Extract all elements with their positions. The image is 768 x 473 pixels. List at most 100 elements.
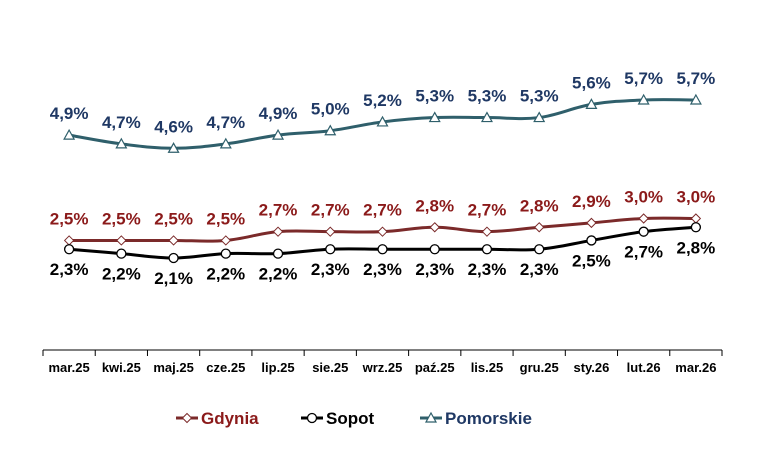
data-point-circle: [638, 226, 649, 237]
data-point-triangle: [167, 142, 180, 153]
data-label: 2,7%: [624, 243, 663, 262]
x-tick-label: mar.25: [49, 360, 90, 375]
data-label: 2,7%: [259, 201, 298, 220]
data-label: 2,7%: [311, 201, 350, 220]
data-point-circle: [586, 235, 597, 246]
data-point-diamond: [377, 226, 388, 237]
x-tick-labels: mar.25 kwi.25 maj.25 cze.25 lip.25 sie.25 wrz.…: [49, 360, 717, 375]
x-tick-label: sty.26: [573, 360, 609, 375]
data-labels: 2,5% 2,5% 2,5% 2,5% 2,7% 2,7% 2,7% 2,8% 2,7% 2,8%…: [50, 69, 716, 288]
legend-item-gdynia: Gdynia: [176, 409, 259, 428]
data-label: 2,3%: [520, 260, 559, 279]
data-label: 5,0%: [311, 100, 350, 119]
data-point-triangle: [376, 115, 389, 127]
data-label: 2,3%: [415, 260, 454, 279]
x-tick-label: paź.25: [415, 360, 455, 375]
data-point-diamond: [638, 213, 649, 224]
data-point-circle: [325, 244, 336, 255]
data-point-triangle: [424, 411, 438, 423]
x-tick-label: kwi.25: [102, 360, 141, 375]
data-point-triangle: [63, 128, 76, 140]
data-label: 2,9%: [572, 192, 611, 211]
data-point-triangle: [115, 137, 128, 149]
data-point-triangle: [637, 93, 650, 105]
data-label: 2,3%: [363, 260, 402, 279]
data-point-diamond: [325, 226, 336, 237]
data-label: 3,0%: [624, 188, 663, 207]
data-label: 2,2%: [102, 265, 141, 284]
data-point-triangle: [689, 93, 702, 105]
data-point-circle: [272, 248, 284, 259]
data-point-circle: [220, 248, 231, 259]
data-label: 4,7%: [206, 113, 245, 132]
data-label: 2,5%: [154, 209, 193, 228]
data-point-diamond: [481, 226, 493, 237]
data-point-diamond: [220, 235, 232, 246]
data-point-circle: [429, 244, 440, 255]
data-label: 2,7%: [363, 201, 402, 220]
legend-label: Pomorskie: [445, 409, 532, 428]
data-point-triangle: [480, 111, 493, 123]
data-point-triangle: [428, 111, 441, 123]
data-label: 3,0%: [677, 188, 716, 207]
data-point-diamond: [63, 235, 75, 246]
x-tick-label: cze.25: [206, 360, 245, 375]
data-point-circle: [63, 244, 75, 255]
data-point-circle: [534, 244, 545, 255]
x-tick-label: wrz.25: [362, 360, 403, 375]
series-pomorskie: [63, 93, 702, 153]
data-point-circle: [690, 222, 702, 233]
x-tick-label: mar.26: [675, 360, 716, 375]
series-sopot: [63, 222, 702, 264]
data-label: 5,3%: [520, 87, 559, 106]
data-point-triangle: [324, 124, 337, 136]
data-label: 5,2%: [363, 91, 402, 110]
data-label: 5,3%: [415, 87, 454, 106]
x-tick-label: maj.25: [153, 360, 193, 375]
data-label: 2,1%: [154, 269, 193, 288]
data-point-diamond: [690, 213, 702, 224]
data-point-circle: [168, 252, 179, 264]
data-label: 5,7%: [624, 69, 663, 88]
data-point-diamond: [533, 222, 545, 233]
data-point-diamond: [272, 226, 284, 237]
data-label: 4,9%: [259, 104, 298, 123]
legend: Gdynia Sopot Pomorskie: [176, 409, 532, 428]
data-label: 2,5%: [102, 209, 141, 228]
data-point-diamond: [168, 235, 179, 246]
data-label: 2,2%: [259, 265, 298, 284]
legend-label: Gdynia: [201, 409, 259, 428]
data-point-diamond: [181, 412, 193, 424]
data-label: 4,7%: [102, 113, 141, 132]
data-point-circle: [481, 244, 493, 255]
data-label: 2,5%: [50, 209, 89, 228]
data-label: 2,3%: [311, 260, 350, 279]
data-label: 4,6%: [154, 117, 193, 136]
data-label: 4,9%: [50, 104, 89, 123]
data-label: 2,5%: [206, 209, 245, 228]
data-point-circle: [306, 412, 318, 424]
x-tick-label: lis.25: [471, 360, 504, 375]
data-label: 2,2%: [206, 265, 245, 284]
legend-item-sopot: Sopot: [301, 409, 374, 428]
data-point-triangle: [272, 128, 285, 140]
legend-label: Sopot: [326, 409, 374, 428]
data-label: 2,5%: [572, 251, 611, 270]
series-gdynia: [63, 213, 702, 246]
data-point-triangle: [219, 137, 232, 149]
data-label: 2,3%: [50, 260, 89, 279]
data-label: 5,3%: [468, 87, 507, 106]
data-label: 5,6%: [572, 73, 611, 92]
data-point-diamond: [429, 222, 440, 233]
data-label: 2,7%: [468, 201, 507, 220]
data-label: 2,8%: [677, 238, 716, 257]
data-label: 2,8%: [520, 196, 559, 215]
data-point-diamond: [586, 217, 597, 229]
x-tick-label: sie.25: [312, 360, 348, 375]
data-point-diamond: [116, 235, 127, 246]
data-label: 2,8%: [415, 196, 454, 215]
data-point-triangle: [585, 98, 598, 109]
x-tick-label: lut.26: [627, 360, 661, 375]
data-point-circle: [377, 244, 388, 255]
